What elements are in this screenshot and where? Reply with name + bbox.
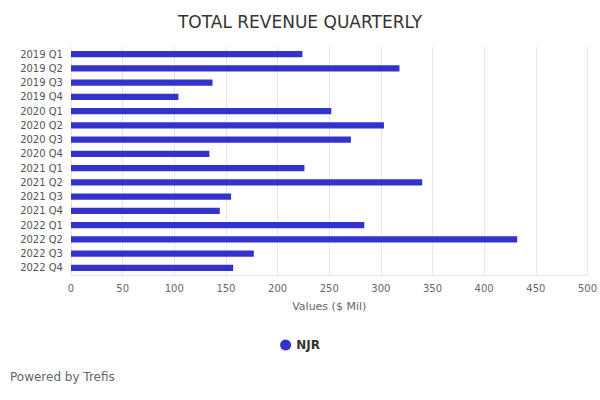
svg-text:2019 Q4: 2019 Q4: [20, 91, 63, 102]
svg-text:Powered by Trefis: Powered by Trefis: [10, 370, 115, 384]
svg-text:2022 Q1: 2022 Q1: [20, 220, 63, 231]
svg-text:2022 Q4: 2022 Q4: [20, 262, 63, 273]
svg-text:2021 Q3: 2021 Q3: [20, 191, 63, 202]
svg-text:250: 250: [320, 283, 339, 294]
svg-text:2020 Q3: 2020 Q3: [20, 134, 63, 145]
svg-text:2022 Q3: 2022 Q3: [20, 248, 63, 259]
svg-text:2019 Q2: 2019 Q2: [20, 63, 63, 74]
svg-text:300: 300: [371, 283, 390, 294]
svg-text:2019 Q3: 2019 Q3: [20, 77, 63, 88]
svg-text:2020 Q1: 2020 Q1: [20, 106, 63, 117]
svg-text:2019 Q1: 2019 Q1: [20, 49, 63, 60]
svg-text:2021 Q2: 2021 Q2: [20, 177, 63, 188]
svg-text:150: 150: [216, 283, 235, 294]
svg-text:2021 Q1: 2021 Q1: [20, 163, 63, 174]
svg-text:200: 200: [268, 283, 287, 294]
svg-text:2021 Q4: 2021 Q4: [20, 205, 63, 216]
svg-text:50: 50: [116, 283, 129, 294]
svg-text:500: 500: [578, 283, 597, 294]
svg-text:400: 400: [475, 283, 494, 294]
svg-text:2020 Q4: 2020 Q4: [20, 148, 63, 159]
svg-text:350: 350: [423, 283, 442, 294]
svg-text:NJR: NJR: [296, 338, 320, 352]
svg-text:Values ($ Mil): Values ($ Mil): [292, 300, 366, 313]
svg-text:2020 Q2: 2020 Q2: [20, 120, 63, 131]
svg-text:2022 Q2: 2022 Q2: [20, 234, 63, 245]
svg-text:0: 0: [68, 283, 74, 294]
svg-text:TOTAL REVENUE QUARTERLY: TOTAL REVENUE QUARTERLY: [177, 12, 423, 32]
svg-text:100: 100: [165, 283, 184, 294]
svg-text:450: 450: [526, 283, 545, 294]
